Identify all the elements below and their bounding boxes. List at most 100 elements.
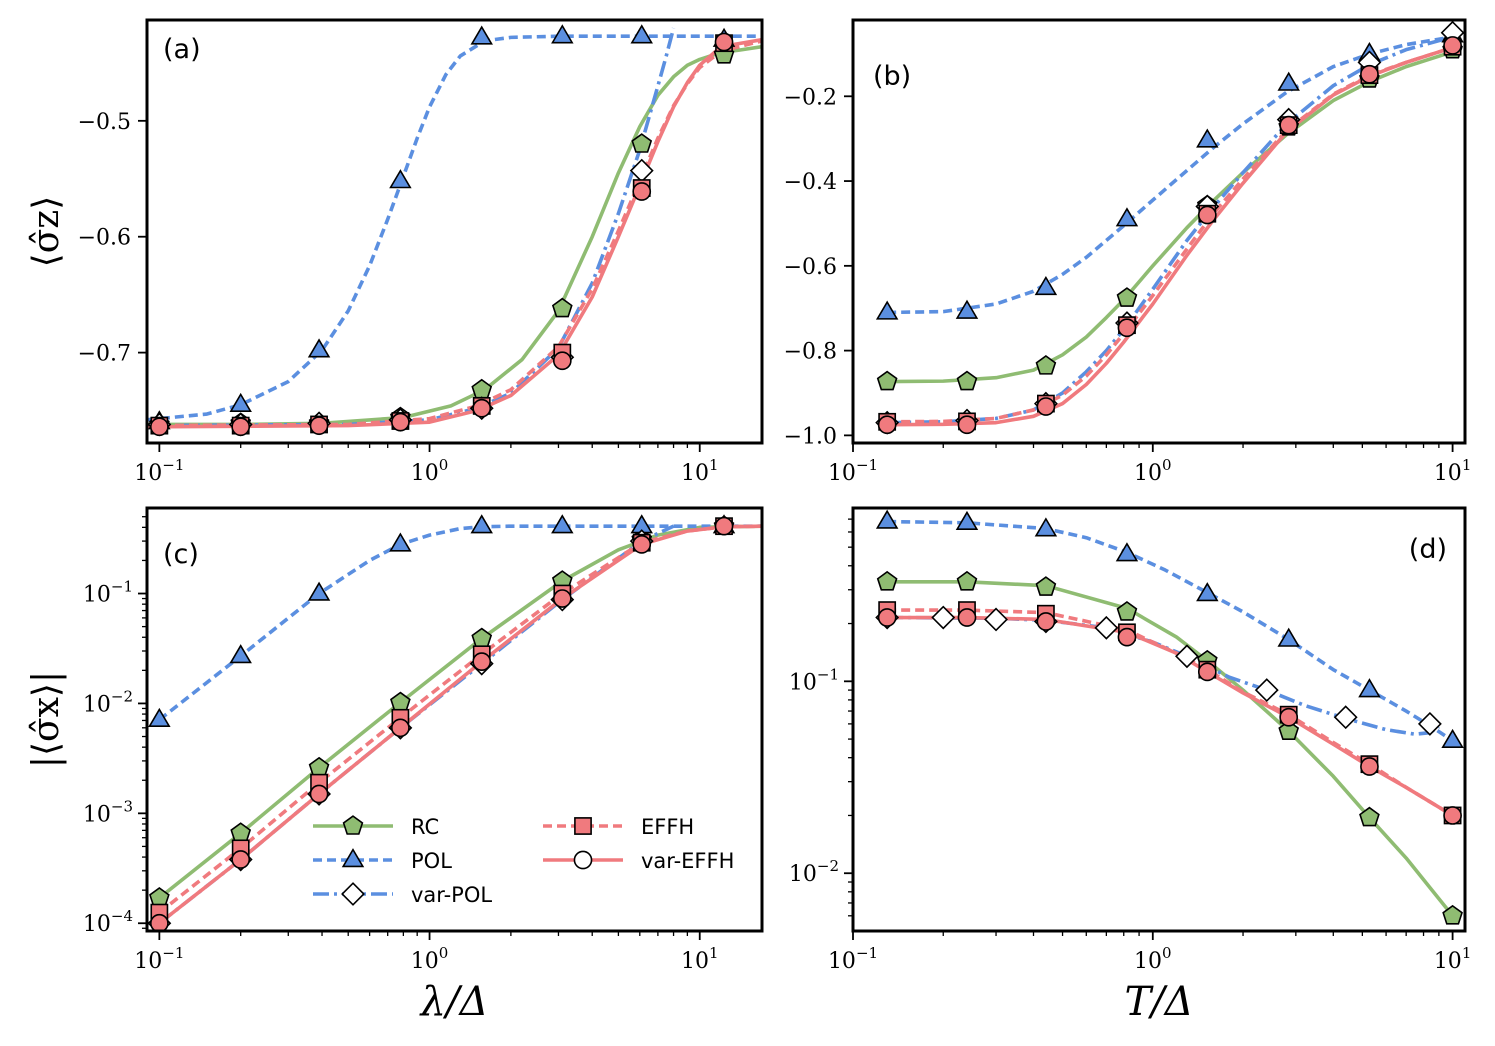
marker-varEFFH — [231, 850, 251, 869]
series-line-varEFFH — [887, 45, 1454, 427]
y-tick-label: −0.5 — [78, 110, 131, 135]
legend-item-varPOL: var-POL — [313, 882, 492, 907]
legend-item-POL: POL — [313, 848, 452, 873]
series-line-varEFFH — [147, 37, 762, 429]
marker-varEFFH — [877, 415, 897, 435]
series-line-POL — [147, 34, 762, 422]
y-tick-label: 10−1 — [83, 578, 133, 608]
marker-POL — [470, 514, 493, 534]
marker-POL — [229, 392, 252, 412]
marker-varEFFH — [391, 718, 410, 738]
y-tick-label: 10−2 — [789, 857, 839, 887]
marker-varEFFH — [1443, 36, 1462, 55]
marker-varEFFH — [957, 415, 977, 435]
y-axis-label: |⟨σ̂x⟩| — [26, 671, 67, 768]
series-line-EFFH — [147, 39, 762, 428]
panel-a: 10−1 100 101 −0.5 −0.6 −0.7 (a) ⟨σ̂z⟩ — [26, 18, 764, 486]
marker-POL — [389, 532, 412, 552]
y-tick-label: 10−3 — [83, 797, 133, 827]
series-line-RC — [147, 44, 762, 427]
series-line-EFFH — [887, 45, 1454, 424]
marker-varEFFH — [1036, 397, 1056, 416]
x-tick-label: 101 — [1434, 456, 1472, 486]
marker-POL — [1034, 517, 1058, 537]
marker-POL — [148, 707, 171, 727]
marker-varEFFH — [1197, 205, 1217, 225]
x-tick-label: 101 — [681, 944, 719, 974]
marker-RC — [471, 378, 493, 399]
marker-RC — [1442, 904, 1463, 925]
legend-label: var-EFFH — [641, 849, 734, 873]
series-line-varEFFH — [887, 615, 1454, 818]
marker-RC — [1278, 720, 1300, 740]
series-line-varPOL — [887, 35, 1454, 425]
legend: RC POL var-POL EFFH var-EFFH — [313, 815, 734, 907]
marker-POL — [470, 25, 493, 45]
series-line-varEFFH — [158, 524, 762, 925]
marker-varPOL — [1417, 711, 1442, 736]
marker-POL — [1115, 207, 1139, 227]
marker-POL — [551, 514, 574, 534]
x-axis-label: T/Δ — [1124, 979, 1193, 1025]
marker-varPOL — [1175, 644, 1199, 669]
series-line-EFFH — [887, 608, 1454, 818]
x-tick-label: 10−1 — [134, 944, 184, 974]
series-line-POL — [887, 519, 1454, 743]
marker-varEFFH — [1197, 662, 1217, 682]
panel-label: (b) — [873, 61, 911, 92]
panel-c: 10−1 100 101 10−1 10−2 10−3 10−4 (c) λ/Δ |⟨σ̂x⟩| — [26, 506, 764, 1025]
x-tick-label: 100 — [1134, 944, 1172, 974]
marker-POL — [1358, 678, 1381, 698]
legend-label: EFFH — [641, 815, 694, 839]
marker-RC — [551, 297, 573, 318]
marker-RC — [1359, 806, 1380, 827]
x-tick-label: 101 — [681, 456, 719, 486]
y-tick-label: −0.8 — [784, 340, 837, 365]
series-line-RC — [158, 524, 762, 900]
marker-varEFFH — [632, 182, 652, 201]
marker-varPOL — [984, 607, 1008, 632]
axes-frame — [145, 18, 764, 445]
marker-varEFFH — [957, 608, 977, 627]
marker-RC — [1035, 354, 1057, 375]
axis-ticks: 10−1 100 101 −0.5 −0.6 −0.7 — [78, 110, 719, 486]
plot-area — [147, 24, 762, 437]
marker-POL — [955, 510, 979, 530]
y-tick-label: −0.2 — [784, 85, 837, 110]
axes-frame — [851, 506, 1467, 933]
marker-varEFFH — [472, 398, 492, 418]
marker-varPOL — [1333, 705, 1358, 730]
legend-marker — [342, 815, 364, 835]
marker-POL — [875, 509, 899, 529]
marker-varEFFH — [309, 784, 329, 804]
marker-RC — [1116, 287, 1138, 307]
axis-ticks: 10−1 100 101 10−1 10−2 10−3 10−4 — [83, 516, 719, 974]
plot-area — [875, 509, 1464, 925]
marker-POL — [1196, 128, 1219, 148]
marker-varEFFH — [391, 412, 410, 432]
marker-POL — [307, 338, 331, 358]
marker-POL — [875, 300, 899, 320]
y-tick-label: −0.7 — [78, 342, 131, 367]
x-axis-label: λ/Δ — [419, 979, 489, 1025]
y-tick-label: −1.0 — [784, 424, 837, 449]
marker-POL — [955, 299, 979, 319]
marker-POL — [1034, 275, 1058, 296]
axes-frame — [851, 18, 1467, 445]
legend-marker — [573, 850, 593, 870]
legend-label: var-POL — [411, 883, 492, 907]
marker-varEFFH — [309, 416, 329, 435]
legend-label: POL — [411, 849, 452, 873]
y-tick-label: 10−2 — [83, 687, 133, 717]
marker-varEFFH — [714, 32, 734, 52]
y-tick-label: −0.6 — [78, 226, 131, 251]
marker-POL — [630, 24, 653, 44]
marker-varEFFH — [1360, 64, 1379, 84]
plot-area — [875, 20, 1465, 435]
marker-varPOL — [1254, 678, 1279, 703]
legend-label: RC — [411, 815, 439, 839]
y-tick-label: −0.6 — [784, 255, 837, 280]
marker-varPOL — [1094, 615, 1119, 640]
marker-varEFFH — [877, 608, 897, 627]
